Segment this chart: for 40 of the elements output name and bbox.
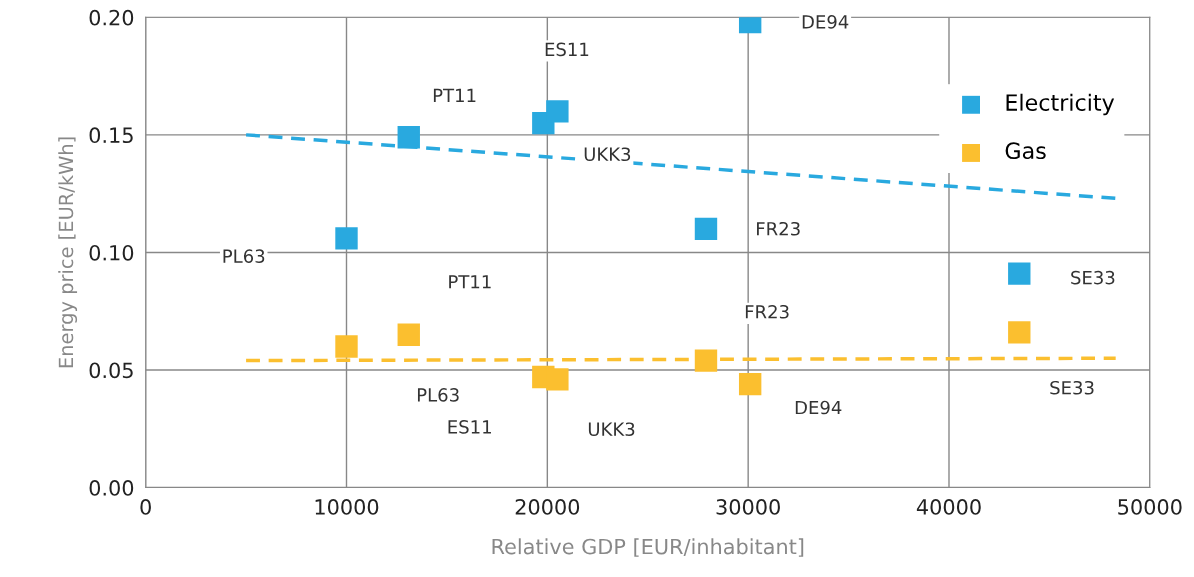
y-axis-title: Energy price [EUR/kWh]: [58, 137, 78, 368]
point: [694, 349, 718, 372]
annotation: FR23: [757, 221, 800, 236]
annotation: SE33: [1071, 270, 1115, 285]
point: [738, 372, 762, 396]
y-tick-label: 0.20: [89, 9, 134, 26]
x-tick-label: 10000: [315, 499, 379, 515]
legend-label: Gas: [1005, 142, 1046, 160]
annotation: UKK3: [588, 422, 635, 437]
annotation: DE94: [802, 14, 849, 29]
annotation: PL63: [417, 388, 459, 402]
annotation: UKK3: [584, 147, 631, 162]
x-tick-label: 50000: [1118, 499, 1182, 515]
annotation: DE94: [795, 400, 842, 415]
point: [335, 227, 358, 250]
point: [546, 368, 569, 391]
y-tick-label: 0.00: [89, 480, 134, 496]
annotation: PT11: [433, 88, 476, 102]
annotation: ES11: [448, 420, 491, 434]
x-tick-label: 40000: [916, 499, 981, 515]
legend-label: Electricity: [1006, 93, 1115, 116]
point: [397, 323, 420, 346]
annotation: PT11: [449, 275, 491, 289]
y-tick-label: 0.05: [89, 362, 133, 379]
x-axis-title: Relative GDP [EUR/inhabitant]: [492, 538, 804, 557]
x-tick-label: 30000: [716, 499, 780, 515]
y-tick-label: 0.15: [89, 127, 133, 144]
point: [335, 335, 358, 358]
point: [1008, 321, 1031, 344]
x-tick-label: 20000: [515, 499, 580, 515]
point: [397, 126, 420, 149]
point: [546, 100, 569, 123]
annotation: SE33: [1050, 380, 1094, 395]
point: [694, 217, 718, 241]
annotation: FR23: [745, 304, 789, 319]
annotation: ES11: [545, 42, 589, 57]
annotation: PL63: [223, 249, 265, 264]
x-tick-label: 0: [140, 499, 151, 515]
y-tick-label: 0.10: [89, 244, 134, 261]
point: [1008, 262, 1031, 285]
